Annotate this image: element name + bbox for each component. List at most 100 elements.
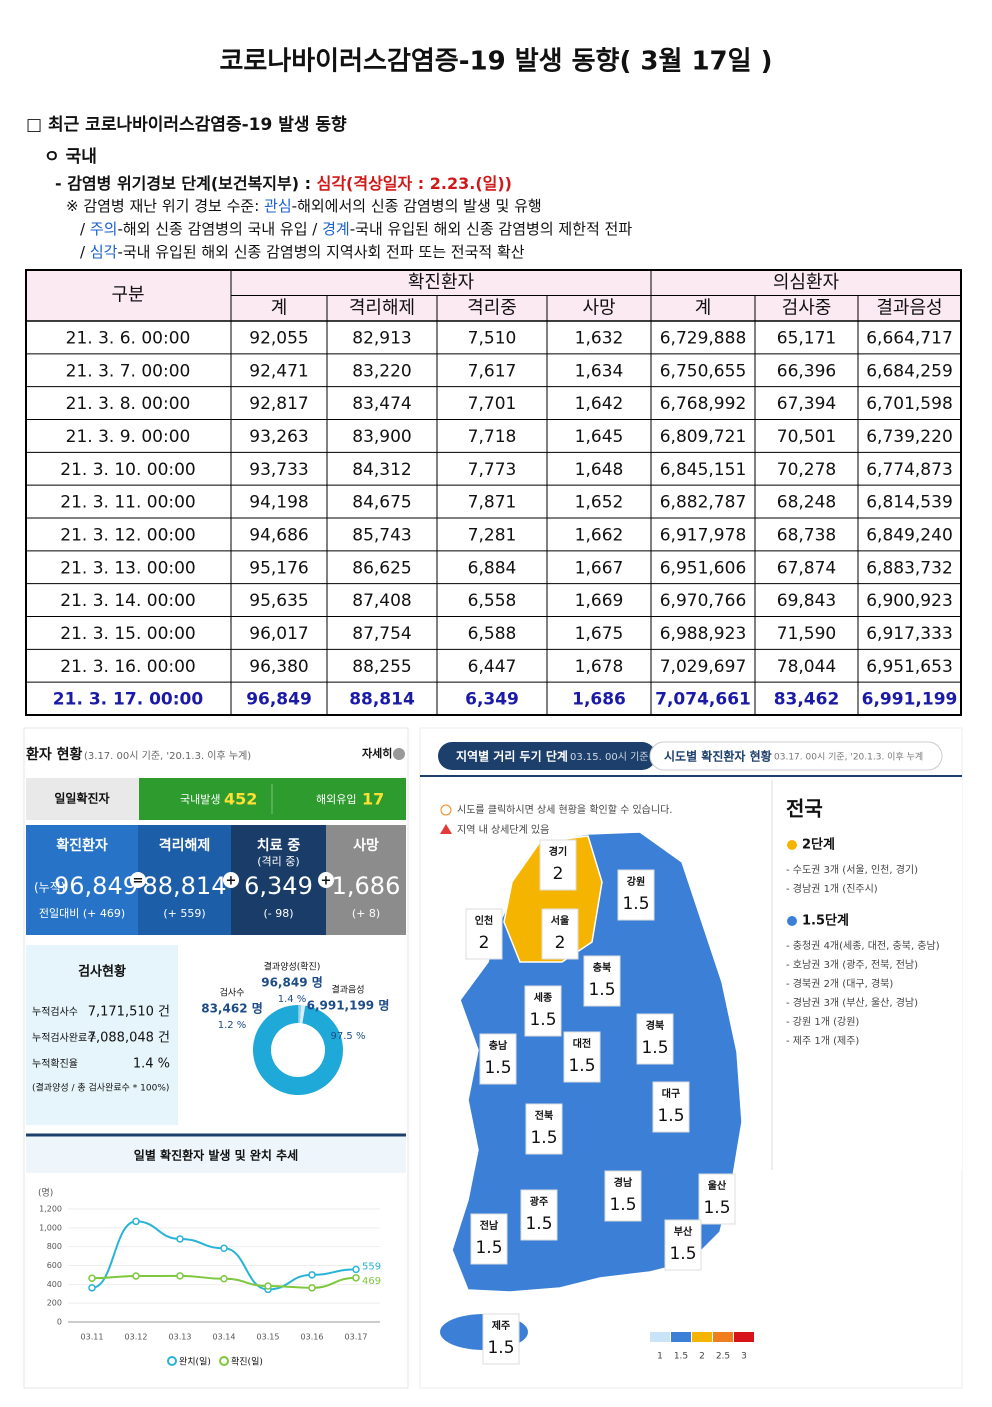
- stat-value: 6,349: [244, 872, 313, 900]
- region-level: 1.5: [484, 1058, 511, 1078]
- region-level: 1.5: [529, 1010, 556, 1030]
- region-name: 세종: [534, 991, 552, 1004]
- dashboard-subtitle: (3.17. 00시 기준, '20.1.3. 이후 누계): [84, 750, 251, 762]
- table-cell: 6,701,598: [866, 394, 953, 414]
- trend-unit: (명): [38, 1188, 53, 1199]
- table-cell: 1,642: [575, 394, 624, 414]
- trend-point: [88, 1284, 96, 1292]
- table-cell: 6,951,606: [660, 558, 747, 578]
- summary-group: 1.5단계: [802, 913, 849, 929]
- table-cell: 69,843: [777, 591, 836, 611]
- x-tick-label: 03.16: [301, 1333, 324, 1342]
- notice-icon: [440, 824, 452, 834]
- tests-label: 누적검사수: [32, 1006, 78, 1018]
- y-tick-label: 0: [57, 1318, 62, 1327]
- table-cell: 1,667: [575, 558, 624, 578]
- title: 코로나바이러스감염증-19 발생 동향( 3월 17일 ): [220, 47, 773, 77]
- summary-item: - 충청권 4개(세종, 대전, 충북, 충남): [786, 940, 940, 952]
- region-level: 1.5: [622, 894, 649, 914]
- table-cell: 92,055: [249, 328, 308, 348]
- region-box: [482, 1313, 520, 1365]
- region-name: 충북: [593, 961, 611, 974]
- scale-swatch: [650, 1332, 670, 1342]
- table-cell: 6,774,873: [866, 460, 953, 480]
- region-name: 경남: [614, 1176, 633, 1189]
- table-cell: 1,678: [575, 657, 624, 677]
- tests-value: 1.4 %: [133, 1057, 170, 1072]
- table-cell: 6,917,978: [660, 525, 747, 545]
- summary-item: - 경남권 1개 (진주시): [786, 882, 878, 895]
- table-cell: 6,883,732: [866, 558, 953, 578]
- table-cell: 6,849,240: [866, 525, 953, 545]
- table-cell: 6,750,655: [660, 361, 747, 381]
- region-name: 경북: [646, 1019, 664, 1032]
- donut-segment: [253, 1005, 344, 1096]
- table-cell: 6,988,923: [660, 624, 747, 644]
- table-cell: 6,768,992: [660, 394, 747, 414]
- note-keyword: 경계: [322, 220, 350, 238]
- x-tick-label: 03.13: [169, 1333, 192, 1342]
- table-cell: 93,263: [249, 427, 308, 447]
- table-cell: 88,814: [349, 690, 415, 710]
- legend-marker: [219, 1356, 229, 1366]
- table-frame: [25, 269, 962, 716]
- region-level: 2: [553, 864, 564, 884]
- summary-bg: [772, 780, 962, 1170]
- daily-label: 일일확진자: [54, 791, 109, 806]
- stat-card: [231, 825, 326, 935]
- trend-point: [176, 1235, 184, 1243]
- tests-value: 7,088,048 건: [88, 1031, 170, 1046]
- region-box: [524, 985, 562, 1037]
- table-cell: 83,462: [774, 690, 840, 710]
- region-level: 1.5: [588, 980, 615, 1000]
- table-cell: 6,917,333: [866, 624, 953, 644]
- table-cell: 1,652: [575, 493, 624, 513]
- table-cell: 87,754: [352, 624, 411, 644]
- y-tick-label: 200: [47, 1299, 62, 1308]
- table-cell: 87,408: [352, 591, 411, 611]
- alert-line: - 감염병 위기경보 단계(보건복지부) : 심각(격상일자 : 2.23.(일…: [55, 174, 512, 193]
- stat-value: 88,814: [143, 872, 227, 900]
- table-cell: 1,634: [575, 361, 624, 381]
- table-cell: 67,874: [777, 558, 836, 578]
- table-column-header: 결과음성: [876, 297, 942, 318]
- region-box: [664, 1219, 702, 1271]
- table-cell: 85,743: [352, 525, 411, 545]
- table-column-header: 계: [271, 297, 288, 318]
- table-cell: 6,664,717: [866, 328, 953, 348]
- table-cell: 6,588: [468, 624, 517, 644]
- tab-active-note: 03.15. 00시 기준: [570, 751, 649, 763]
- table-cell: 7,701: [468, 394, 517, 414]
- table-date: 21. 3. 11. 00:00: [60, 493, 196, 513]
- note-text: -해외 신종 감염병의 국내 유입 /: [117, 220, 322, 238]
- scale-label: 1: [657, 1352, 663, 1362]
- region-name: 광주: [530, 1196, 548, 1208]
- notice-icon: [440, 804, 452, 816]
- table-column-header: 사망: [582, 297, 615, 318]
- stat-value: 96,849: [54, 872, 138, 900]
- table-cell: 7,281: [468, 525, 517, 545]
- trend-point: [308, 1271, 316, 1279]
- donut-label: 검사수: [220, 987, 245, 999]
- trend-point: [352, 1274, 360, 1282]
- region-level: 1.5: [487, 1338, 514, 1358]
- detail-icon: [393, 748, 405, 760]
- table-cell: 6,882,787: [660, 493, 747, 513]
- region-level: 1.5: [475, 1238, 502, 1258]
- donut-label: 결과양성(확진): [264, 961, 321, 973]
- tests-title: 검사현황: [78, 964, 126, 980]
- tab-other-label: 시도별 확진환자 현황: [664, 749, 772, 764]
- region-name: 강원: [627, 875, 645, 888]
- table-cell: 96,849: [246, 690, 312, 710]
- summary-item: - 강원 1개 (강원): [786, 1016, 859, 1028]
- tests-value: 7,171,510 건: [88, 1005, 170, 1020]
- tab-other: [649, 741, 943, 771]
- table-date: 21. 3. 12. 00:00: [60, 525, 196, 545]
- trend-title: 일별 확진환자 발생 및 완치 추세: [134, 1148, 298, 1163]
- region-box: [617, 869, 655, 921]
- donut-share: 97.5 %: [331, 1031, 366, 1042]
- stat-card: [26, 825, 138, 935]
- table-cell: 1,662: [575, 525, 624, 545]
- region-level: 1.5: [568, 1056, 595, 1076]
